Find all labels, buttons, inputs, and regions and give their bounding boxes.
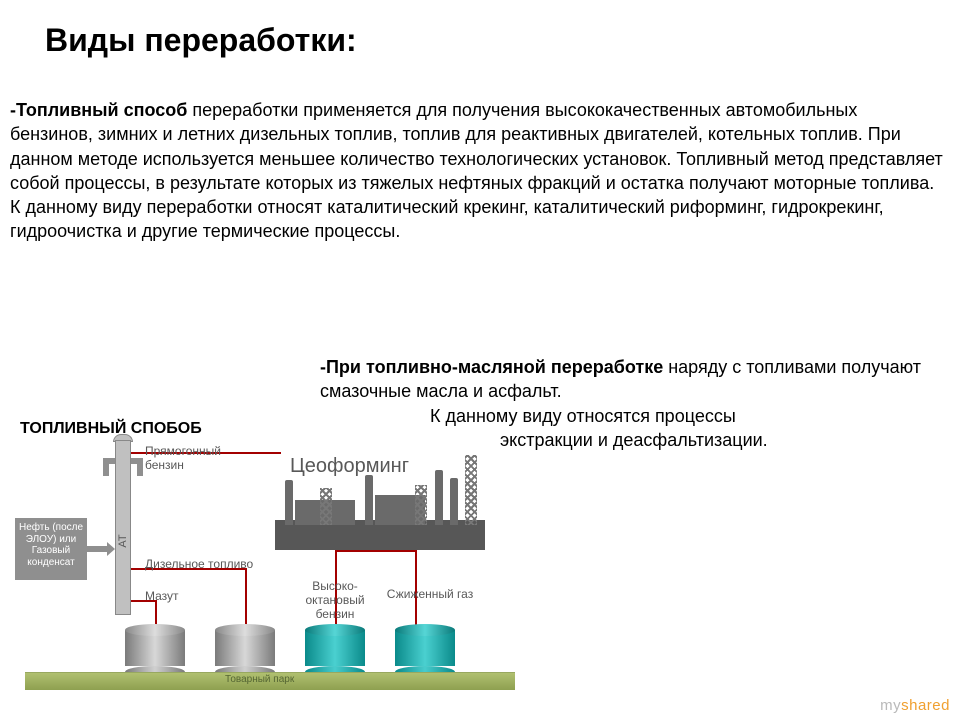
label-hioctane: Высоко-октановый бензин <box>300 580 370 621</box>
ground-label: Товарный парк <box>225 674 294 685</box>
tank-hioctane <box>305 630 365 672</box>
at-label: АТ <box>117 527 129 555</box>
feed-arrow <box>87 546 107 552</box>
watermark-pre: my <box>880 697 901 714</box>
para2-body2: К данному виду относятся процессы <box>320 404 736 428</box>
paragraph-fuel-method: -Топливный способ переработки применяетс… <box>10 98 945 244</box>
tank-mazut <box>125 630 185 672</box>
feed-box: Нефть (после ЭЛОУ) или Газовый конденсат <box>15 518 87 580</box>
paragraph-fuel-oil-method: -При топливно-масляной переработке наряд… <box>320 355 955 452</box>
para1-lead: -Топливный способ <box>10 100 187 120</box>
label-diesel: Дизельное топливо <box>145 558 265 572</box>
pipe-diesel-v <box>245 568 247 628</box>
watermark: myshared <box>880 697 950 714</box>
ceoforming-plant <box>275 470 485 550</box>
method-label: ТОПЛИВНЫЙ СПОБОБ <box>20 420 202 438</box>
tank-lpg <box>395 630 455 672</box>
process-diagram: Нефть (после ЭЛОУ) или Газовый конденсат… <box>15 440 515 700</box>
tank-diesel <box>215 630 275 672</box>
label-lpg: Сжиженный газ <box>385 588 475 602</box>
label-mazut: Мазут <box>145 590 205 604</box>
label-naphtha: Прямогонный бензин <box>145 445 235 473</box>
page-title: Виды переработки: <box>45 22 357 59</box>
watermark-hl: shared <box>901 697 950 714</box>
pipe-plant-h <box>335 550 415 552</box>
para1-body: переработки применяется для получения вы… <box>10 100 943 241</box>
para2-lead: -При топливно-масляной переработке <box>320 357 663 377</box>
